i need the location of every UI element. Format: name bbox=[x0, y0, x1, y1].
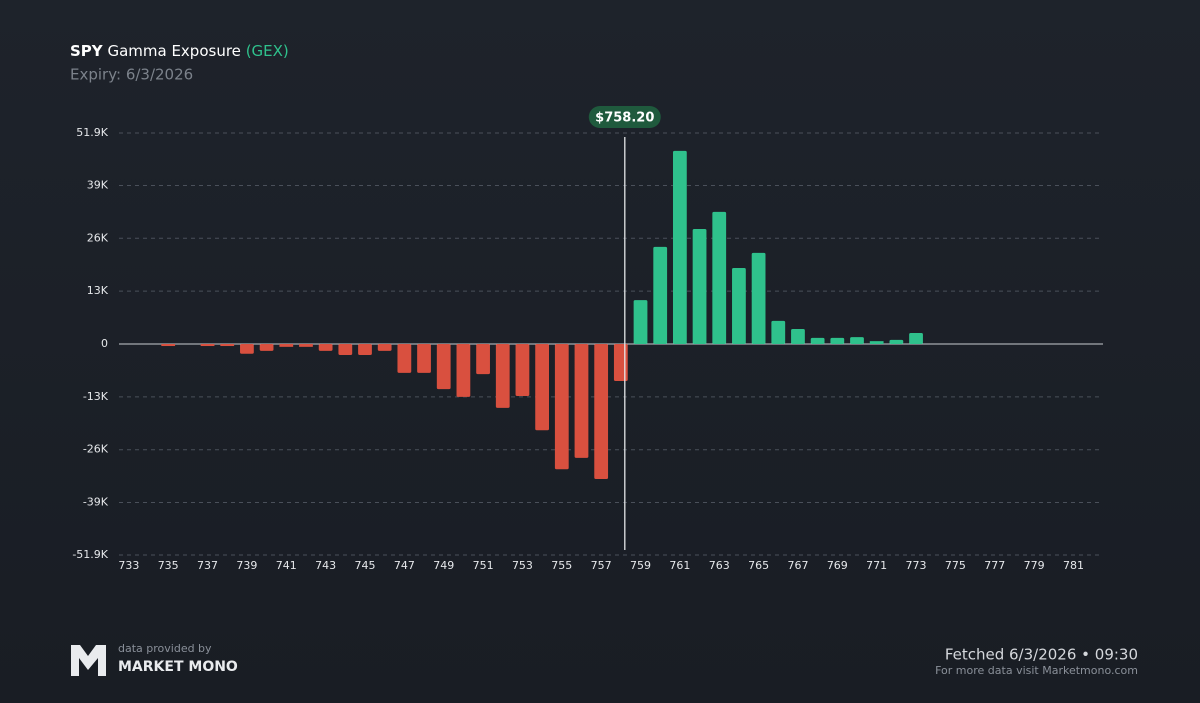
plot: 51.9K 39K 26K 13K 0 -13K -26K -39K -51.9K 733 735 7… bbox=[72, 106, 1103, 572]
bar bbox=[633, 300, 648, 344]
bar bbox=[594, 344, 609, 479]
x-tick-label: 733 bbox=[118, 559, 139, 572]
x-tick-label: 771 bbox=[866, 559, 887, 572]
bar bbox=[279, 344, 294, 347]
x-tick-label: 747 bbox=[394, 559, 415, 572]
bar bbox=[318, 344, 333, 351]
bar bbox=[751, 252, 766, 344]
x-tick-label: 775 bbox=[945, 559, 966, 572]
y-tick-label: -39K bbox=[83, 496, 109, 509]
bar bbox=[653, 246, 668, 344]
logo bbox=[71, 645, 106, 676]
provider: MARKET MONO bbox=[118, 659, 238, 675]
provider-caption: data provided by bbox=[118, 642, 212, 655]
bar bbox=[712, 211, 727, 344]
bar bbox=[495, 344, 510, 408]
x-tick-label: 749 bbox=[433, 559, 454, 572]
x-tick-label: 767 bbox=[787, 559, 808, 572]
x-tick-label: 773 bbox=[906, 559, 927, 572]
logo-mark bbox=[71, 645, 106, 676]
bar bbox=[732, 267, 746, 344]
bar bbox=[259, 344, 274, 351]
y-tick-label: -13K bbox=[83, 390, 109, 403]
bar bbox=[791, 328, 805, 344]
bar bbox=[397, 344, 412, 373]
bar bbox=[456, 344, 471, 397]
bar bbox=[889, 339, 904, 344]
fetched: Fetched 6/3/2026 • 09:30 bbox=[945, 646, 1138, 664]
x-tick-label: 761 bbox=[669, 559, 690, 572]
y-tick-label: 51.9K bbox=[76, 126, 108, 139]
bar bbox=[220, 344, 235, 347]
footer-note: For more data visit Marketmono.com bbox=[935, 664, 1138, 677]
bar bbox=[515, 344, 530, 397]
x-tick-label: 779 bbox=[1024, 559, 1045, 572]
x-tick-label: 777 bbox=[984, 559, 1005, 572]
bar bbox=[436, 344, 451, 390]
bar bbox=[830, 337, 845, 344]
bar bbox=[535, 344, 550, 431]
bar bbox=[200, 344, 215, 347]
bar bbox=[476, 344, 490, 375]
x-tick-label: 781 bbox=[1063, 559, 1084, 572]
bar bbox=[574, 344, 589, 458]
x-tick-label: 757 bbox=[591, 559, 612, 572]
subtitle: Expiry: 6/3/2026 bbox=[70, 66, 193, 84]
x-tick-label: 763 bbox=[709, 559, 730, 572]
bar bbox=[613, 344, 628, 381]
bar bbox=[909, 333, 923, 344]
x-tick-label: 769 bbox=[827, 559, 848, 572]
x-tick-label: 753 bbox=[512, 559, 533, 572]
bar bbox=[692, 228, 707, 344]
bar bbox=[299, 344, 313, 347]
bar bbox=[240, 344, 254, 354]
price-pill bbox=[588, 106, 661, 128]
y-tick-label: -26K bbox=[83, 443, 109, 456]
ticker: SPY bbox=[70, 42, 104, 60]
bar bbox=[672, 150, 687, 344]
bar bbox=[869, 341, 884, 344]
bar bbox=[771, 320, 786, 344]
price-label: $758.20 bbox=[595, 111, 654, 126]
x-tick-label: 739 bbox=[236, 559, 257, 572]
y-tick-label: 39K bbox=[87, 178, 109, 191]
y-tick-label: -51.9K bbox=[72, 548, 108, 561]
x-tick-label: 755 bbox=[551, 559, 572, 572]
x-tick-label: 745 bbox=[355, 559, 376, 572]
bar bbox=[358, 344, 372, 355]
x-tick-label: 765 bbox=[748, 559, 769, 572]
y-tick-label: 0 bbox=[101, 337, 108, 350]
x-tick-label: 741 bbox=[276, 559, 297, 572]
bar bbox=[161, 344, 176, 347]
x-tick-label: 759 bbox=[630, 559, 651, 572]
y-tick-label: 13K bbox=[87, 284, 109, 297]
y-tick-label: 26K bbox=[87, 231, 109, 244]
title-name: Gamma Exposure bbox=[107, 42, 240, 60]
title-tag: (GEX) bbox=[246, 42, 289, 60]
bar bbox=[554, 344, 569, 470]
bar bbox=[850, 337, 864, 344]
chart-title: SPY Gamma Exposure (GEX) bbox=[70, 42, 289, 60]
x-tick-label: 735 bbox=[158, 559, 179, 572]
x-tick-label: 751 bbox=[473, 559, 494, 572]
bar bbox=[338, 344, 353, 355]
x-tick-label: 743 bbox=[315, 559, 336, 572]
bar bbox=[810, 337, 825, 344]
bar bbox=[377, 344, 392, 351]
x-tick-label: 737 bbox=[197, 559, 218, 572]
bar bbox=[417, 344, 431, 373]
